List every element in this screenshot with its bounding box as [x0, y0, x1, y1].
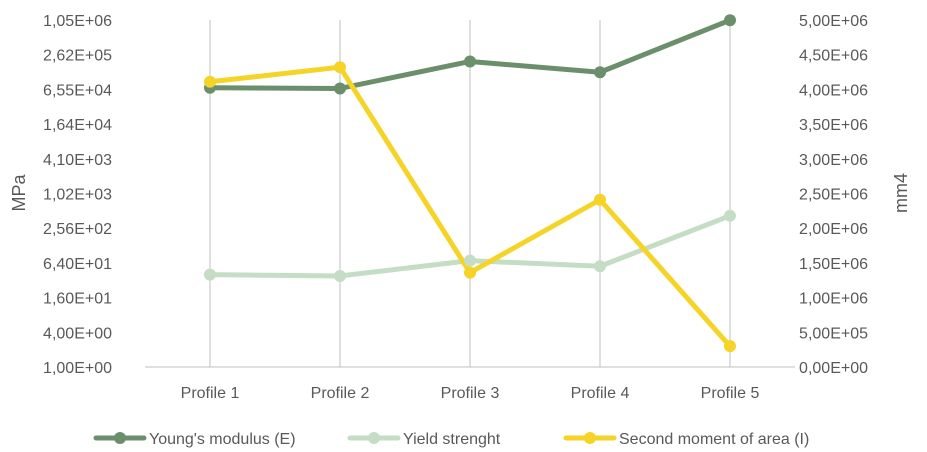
data-point [204, 268, 216, 281]
data-point [724, 340, 736, 353]
legend-label: Second moment of area (I) [619, 431, 809, 448]
left-tick-label: 4,10E+03 [43, 152, 112, 169]
data-point [724, 209, 736, 222]
data-point [334, 269, 346, 282]
legend-swatch-marker [584, 432, 596, 444]
data-point [594, 260, 606, 273]
series-points [204, 14, 736, 353]
right-tick-label: 2,50E+06 [799, 187, 868, 204]
right-axis-title: mm4 [891, 173, 911, 213]
x-tick-label: Profile 4 [571, 385, 630, 402]
right-tick-label: 1,00E+06 [799, 291, 868, 308]
left-tick-label: 4,00E+00 [43, 325, 112, 342]
left-tick-label: 2,56E+02 [43, 221, 112, 238]
right-tick-label: 5,00E+05 [799, 325, 868, 342]
data-point [204, 75, 216, 88]
right-tick-label: 2,00E+06 [799, 221, 868, 238]
left-axis-ticks: 1,00E+00 4,00E+00 1,60E+01 6,40E+01 2,56E+02… [43, 13, 112, 377]
right-tick-label: 4,00E+06 [799, 82, 868, 99]
data-point [464, 254, 476, 267]
left-tick-label: 1,64E+04 [43, 117, 112, 134]
left-tick-label: 1,60E+01 [43, 291, 112, 308]
legend: Young's modulus (E) Yield strenght Second … [93, 431, 809, 448]
x-tick-label: Profile 1 [181, 385, 240, 402]
right-tick-label: 3,00E+06 [799, 152, 868, 169]
right-tick-label: 1,50E+06 [799, 256, 868, 273]
left-tick-label: 1,05E+06 [43, 13, 112, 30]
x-tick-label: Profile 5 [701, 385, 760, 402]
data-point [594, 66, 606, 79]
data-point [334, 82, 346, 95]
left-axis-title: MPa [9, 174, 29, 212]
left-tick-label: 2,62E+05 [43, 48, 112, 65]
data-point [464, 55, 476, 68]
right-tick-label: 4,50E+06 [799, 48, 868, 65]
left-tick-label: 1,00E+00 [43, 360, 112, 377]
right-tick-label: 5,00E+06 [799, 13, 868, 30]
left-tick-label: 1,02E+03 [43, 187, 112, 204]
left-tick-label: 6,40E+01 [43, 256, 112, 273]
x-tick-label: Profile 2 [311, 385, 370, 402]
right-tick-label: 0,00E+00 [799, 360, 868, 377]
legend-label: Young's modulus (E) [149, 431, 296, 448]
x-tick-label: Profile 3 [441, 385, 500, 402]
x-axis-ticks: Profile 1 Profile 2 Profile 3 Profile 4 Prof… [181, 385, 760, 402]
data-point [724, 14, 736, 27]
data-point [334, 61, 346, 74]
left-tick-label: 6,55E+04 [43, 82, 112, 99]
legend-label: Yield strenght [403, 431, 501, 448]
legend-swatch-marker [368, 432, 380, 444]
data-point [594, 193, 606, 206]
legend-swatch-marker [114, 432, 126, 444]
data-point [464, 266, 476, 279]
right-axis-ticks: 0,00E+00 5,00E+05 1,00E+06 1,50E+06 2,00E+06… [799, 13, 868, 377]
right-tick-label: 3,50E+06 [799, 117, 868, 134]
